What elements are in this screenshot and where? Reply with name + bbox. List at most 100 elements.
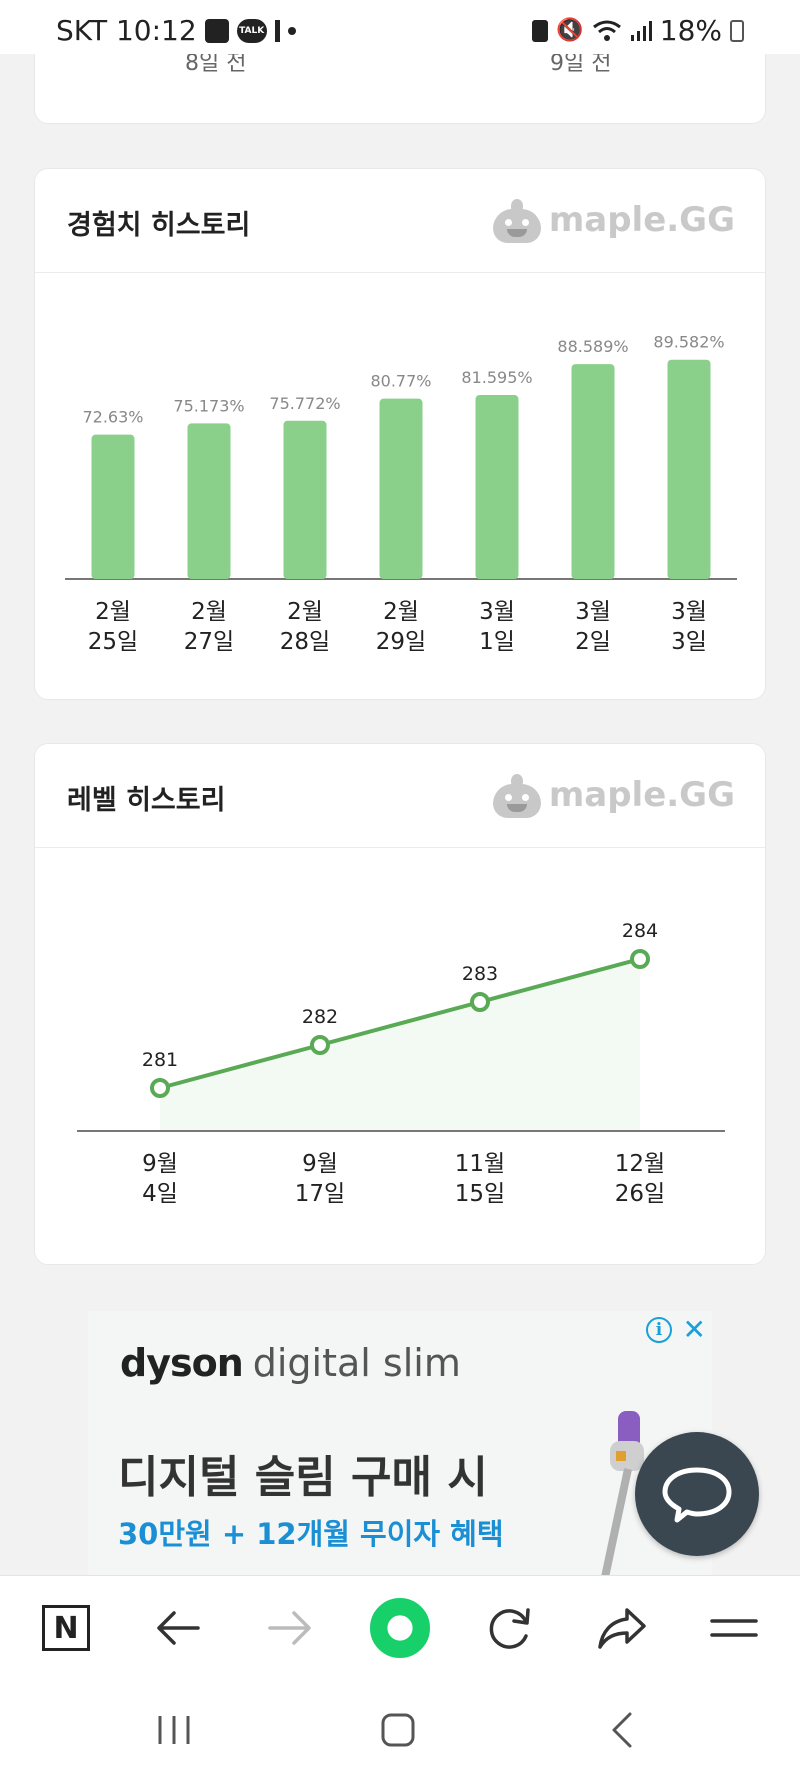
exp-x-tick-label: 2월 [383, 599, 419, 625]
reload-button[interactable] [480, 1598, 540, 1658]
level-value-label: 284 [622, 920, 658, 942]
exp-x-tick-label: 29일 [376, 629, 426, 655]
green-ring-icon [370, 1598, 430, 1658]
level-point [150, 1078, 170, 1098]
exp-history-card: 경험치 히스토리 maple.GG 72.63% 2월 25일 75.173% 2월 27… [34, 168, 766, 700]
naver-n-icon: N [42, 1605, 90, 1651]
status-right: 🔇 18% [532, 14, 744, 47]
status-left: SKT 10:12 TALK [56, 14, 296, 47]
exp-x-tick-label: 25일 [88, 629, 138, 655]
exp-x-tick-label: 3일 [671, 629, 707, 655]
exp-bar-chart: 72.63% 2월 25일 75.173% 2월 27일 75.772% 2월 28일 80.77… [65, 333, 737, 655]
exp-bar [91, 434, 135, 579]
exp-x-tick-label: 3월 [575, 599, 611, 625]
reload-icon [489, 1608, 530, 1649]
exp-x-tick-label: 1일 [479, 629, 515, 655]
battery-saver-icon [532, 19, 549, 42]
recent-apps-icon [158, 1716, 190, 1744]
logo-text: maple.GG [548, 775, 735, 815]
recent-apps-button[interactable] [144, 1702, 204, 1758]
exp-x-tick-label: 2월 [287, 599, 323, 625]
mushroom-mascot-icon [491, 772, 543, 818]
home-square-icon [381, 1713, 415, 1747]
ad-brand: dyson digital slim [120, 1341, 461, 1385]
share-button[interactable] [592, 1598, 652, 1658]
ad-headline: 디지털 슬림 구매 시 [118, 1452, 488, 1503]
level-x-tick-label: 4일 [142, 1181, 178, 1207]
battery-icon [730, 19, 744, 42]
level-x-tick-label: 15일 [455, 1181, 505, 1207]
exp-bar [571, 364, 615, 579]
level-history-header: 레벨 히스토리 maple.GG [35, 744, 765, 848]
exp-x-tick-label: 3월 [479, 599, 515, 625]
maplegg-logo[interactable]: maple.GG [491, 772, 735, 818]
hamburger-menu-icon [710, 1619, 758, 1637]
green-dot-button[interactable] [370, 1598, 430, 1658]
exp-bar [475, 395, 519, 579]
back-button[interactable] [148, 1598, 208, 1658]
level-x-tick-label: 12월 [615, 1151, 665, 1177]
ad-brand-rest: digital slim [252, 1341, 461, 1385]
exp-x-tick-label: 2월 [95, 599, 131, 625]
exp-value-label: 75.173% [173, 396, 244, 415]
exp-x-tick-label: 2일 [575, 629, 611, 655]
chevron-left-icon [612, 1712, 632, 1748]
level-history-card: 레벨 히스토리 maple.GG 281 9월 4일 282 9월 17일 283 11월 15… [34, 743, 766, 1265]
browser-toolbar: N [0, 1575, 800, 1680]
exp-value-label: 80.77% [370, 372, 431, 391]
signal-bar-icon [274, 19, 280, 42]
system-back-button[interactable] [592, 1702, 652, 1758]
ad-subline: 30만원 + 12개월 무이자 혜택 [118, 1517, 504, 1551]
exp-x-tick-label: 3월 [671, 599, 707, 625]
exp-value-label: 89.582% [653, 333, 724, 352]
exp-x-tick-label: 28일 [280, 629, 330, 655]
level-history-title: 레벨 히스토리 [67, 785, 226, 816]
level-x-tick-label: 26일 [615, 1181, 665, 1207]
wifi-icon [592, 20, 621, 41]
ad-close-icon[interactable]: ✕ [682, 1313, 706, 1346]
kakaotalk-icon: TALK [236, 18, 267, 43]
mushroom-mascot-icon [491, 197, 543, 243]
status-bar: SKT 10:12 TALK 🔇 18% [0, 0, 800, 54]
dyson-ad-banner[interactable]: i ✕ dyson digital slim 디지털 슬림 구매 시 30만원 +… [88, 1311, 712, 1575]
arrow-right-icon [268, 1611, 311, 1645]
level-value-label: 281 [142, 1049, 178, 1071]
exp-value-label: 75.772% [269, 394, 340, 413]
vacuum-image [600, 1411, 644, 1575]
gallery-icon [204, 18, 229, 43]
level-x-tick-label: 11월 [455, 1151, 505, 1177]
naver-home-button[interactable]: N [36, 1598, 96, 1658]
exp-history-header: 경험치 히스토리 maple.GG [35, 169, 765, 273]
menu-button[interactable] [704, 1598, 764, 1658]
chat-button[interactable] [635, 1432, 759, 1556]
ad-brand-bold: dyson [120, 1341, 244, 1385]
level-point [310, 1035, 330, 1055]
exp-value-label: 88.589% [557, 337, 628, 356]
level-x-tick-label: 17일 [295, 1181, 345, 1207]
battery-percent: 18% [659, 14, 722, 47]
home-button[interactable] [368, 1702, 428, 1758]
right-ago-text: 9일 전 [550, 51, 612, 76]
exp-bar [379, 398, 423, 579]
exp-value-label: 81.595% [461, 368, 532, 387]
share-arrow-icon [598, 1608, 646, 1649]
level-value-label: 283 [462, 963, 498, 985]
level-line [159, 957, 641, 1090]
chat-bubble-icon [662, 1467, 732, 1523]
ad-info-icon[interactable]: i [646, 1317, 672, 1343]
level-point [630, 949, 650, 969]
exp-bar [187, 423, 231, 579]
logo-text: maple.GG [548, 200, 735, 240]
level-line-chart: 281 9월 4일 282 9월 17일 283 11월 15일 284 12월 26일 [77, 920, 725, 1207]
exp-value-label: 72.63% [82, 408, 143, 427]
dot-icon [287, 26, 296, 35]
arrow-left-icon [157, 1611, 200, 1645]
level-x-tick-label: 9월 [142, 1151, 178, 1177]
carrier-time: SKT 10:12 [56, 14, 197, 47]
exp-x-tick-label: 2월 [191, 599, 227, 625]
level-point [470, 992, 490, 1012]
exp-bar [667, 359, 711, 579]
maplegg-logo[interactable]: maple.GG [491, 197, 735, 243]
mute-icon: 🔇 [556, 18, 584, 43]
forward-button[interactable] [260, 1598, 320, 1658]
